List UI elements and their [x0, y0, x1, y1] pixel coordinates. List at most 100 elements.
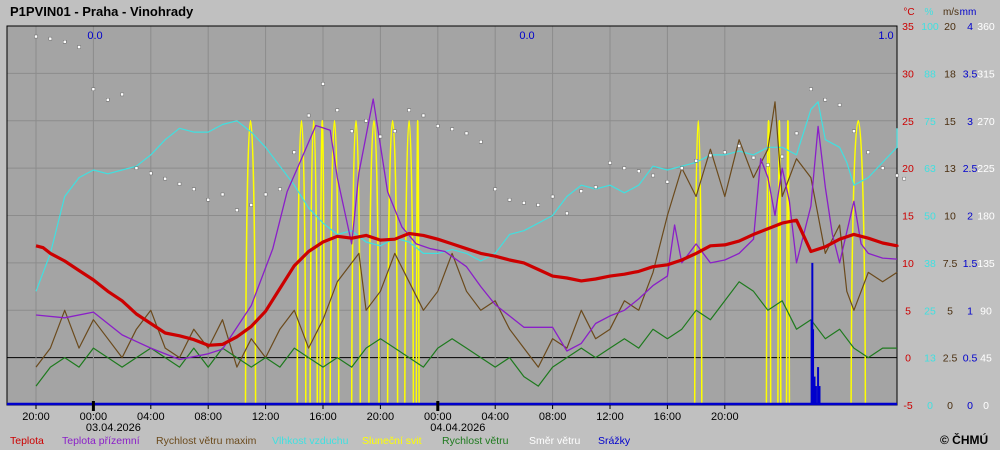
- smer-vetru-point: [63, 40, 67, 44]
- legend-item: Rychlost větru: [442, 435, 509, 447]
- precip-total: 0.0: [519, 30, 534, 42]
- series-slunecni-svit: [296, 120, 307, 406]
- series-rychlost-vetru: [35, 281, 897, 387]
- smer-vetru-point: [809, 87, 813, 91]
- series-slunecni-svit: [386, 120, 399, 406]
- smer-vetru-point: [263, 192, 268, 197]
- series-slunecni-svit: [350, 120, 362, 406]
- axis-label-precip: 0: [967, 400, 973, 412]
- axis-label-precip: 3: [967, 116, 973, 128]
- smer-vetru-point: [378, 134, 383, 139]
- smer-vetru-point: [902, 176, 906, 181]
- axis-label-temp: -5: [903, 400, 912, 412]
- axis-label-wind: 5: [947, 305, 953, 317]
- smer-vetru-point: [880, 166, 885, 170]
- smer-vetru-point: [766, 163, 770, 167]
- axis-label-precip: 1.5: [963, 258, 978, 270]
- x-tick-label: 20:00: [22, 411, 50, 423]
- smer-vetru-point: [622, 166, 627, 170]
- axis-label-direction: 270: [977, 116, 995, 128]
- smer-vetru-point: [579, 189, 583, 193]
- axis-label-precip: 1: [967, 305, 973, 317]
- series-slunecni-svit: [777, 120, 782, 406]
- axis-label-humidity: 100: [921, 21, 939, 33]
- axis-label-wind: 13: [944, 163, 956, 175]
- smer-vetru-point: [393, 129, 397, 133]
- smer-vetru-point: [550, 194, 555, 199]
- legend-item: Rychlost větru maxim: [156, 435, 257, 447]
- x-tick-label: 20:00: [367, 411, 395, 423]
- legend-item: Vlhkost vzduchu: [272, 435, 349, 447]
- legend-item: Teplota: [10, 435, 44, 447]
- axis-label-wind: 2.5: [943, 353, 958, 365]
- smer-vetru-point: [364, 119, 368, 123]
- legend-item: Teplota přízemní: [62, 435, 140, 447]
- smer-vetru-point: [751, 155, 756, 160]
- smer-vetru-point: [895, 173, 899, 178]
- x-tick-label: 00:00: [80, 411, 108, 423]
- axis-label-precip: 0.5: [963, 353, 978, 365]
- x-tick-label: 16:00: [309, 411, 337, 423]
- axis-label-wind: 0: [947, 400, 953, 412]
- smer-vetru-point: [680, 166, 684, 170]
- smer-vetru-point: [421, 113, 426, 118]
- x-tick-label: 16:00: [654, 411, 682, 423]
- series-slunecni-svit: [244, 120, 257, 406]
- axis-label-humidity: 63: [924, 163, 936, 175]
- axis-label-humidity: 25: [924, 305, 936, 317]
- axis-label-wind: 10: [944, 211, 956, 223]
- axis-label-temp: 0: [905, 353, 911, 365]
- series-slunecni-svit: [765, 120, 772, 406]
- series-slunecni-svit: [415, 120, 420, 406]
- copyright: © ČHMÚ: [940, 432, 988, 447]
- smer-vetru-point: [852, 129, 856, 133]
- smer-vetru-point: [106, 97, 110, 102]
- series-vlhkost-vzduchu: [35, 101, 898, 292]
- smer-vetru-point: [637, 169, 641, 173]
- smer-vetru-point: [593, 185, 598, 189]
- series-layer: [7, 34, 906, 406]
- axis-label-direction: 90: [980, 305, 992, 317]
- axis-label-direction: 225: [977, 163, 995, 175]
- axis-label-temp: 35: [902, 21, 914, 33]
- axis-label-direction: 135: [977, 258, 995, 270]
- series-slunecni-svit: [368, 120, 380, 406]
- series-slunecni-svit: [329, 120, 340, 406]
- axis-label-humidity: 38: [924, 258, 936, 270]
- axis-label-precip: 2: [967, 211, 973, 223]
- smer-vetru-point: [436, 124, 440, 128]
- smer-vetru-point: [823, 97, 827, 102]
- axis-unit: °C: [903, 7, 914, 18]
- axis-label-humidity: 88: [924, 68, 936, 80]
- axis-label-precip: 2.5: [963, 163, 978, 175]
- smer-vetru-point: [507, 198, 512, 202]
- smer-vetru-point: [335, 108, 340, 112]
- date-label: 03.04.2026: [86, 422, 141, 434]
- smer-vetru-point: [565, 211, 569, 216]
- smer-vetru-point: [163, 176, 167, 181]
- date-label: 04.04.2026: [430, 422, 485, 434]
- axis-unit: m/s: [943, 7, 959, 18]
- smer-vetru-point: [235, 208, 239, 212]
- smer-vetru-point: [149, 171, 153, 176]
- smer-vetru-point: [479, 140, 483, 144]
- smer-vetru-point: [608, 161, 612, 165]
- smer-vetru-point: [192, 187, 196, 191]
- axis-label-direction: 180: [977, 211, 995, 223]
- series-slunecni-svit: [850, 120, 867, 406]
- axis-label-humidity: 13: [924, 353, 936, 365]
- chart-title: P1PVIN01 - Praha - Vinohrady: [10, 4, 194, 19]
- axis-label-wind: 15: [944, 116, 956, 128]
- axis-unit: mm: [960, 7, 977, 18]
- axis-label-wind: 7.5: [943, 258, 958, 270]
- axis-label-humidity: 50: [924, 211, 936, 223]
- smer-vetru-point: [450, 127, 454, 131]
- x-tick-label: 04:00: [481, 411, 509, 423]
- axis-label-precip: 4: [967, 21, 973, 33]
- series-rychlost-vetru-maxim: [35, 101, 898, 368]
- series-slunecni-svit: [785, 120, 791, 406]
- legend-item: Srážky: [598, 435, 631, 447]
- smer-vetru-point: [737, 144, 741, 148]
